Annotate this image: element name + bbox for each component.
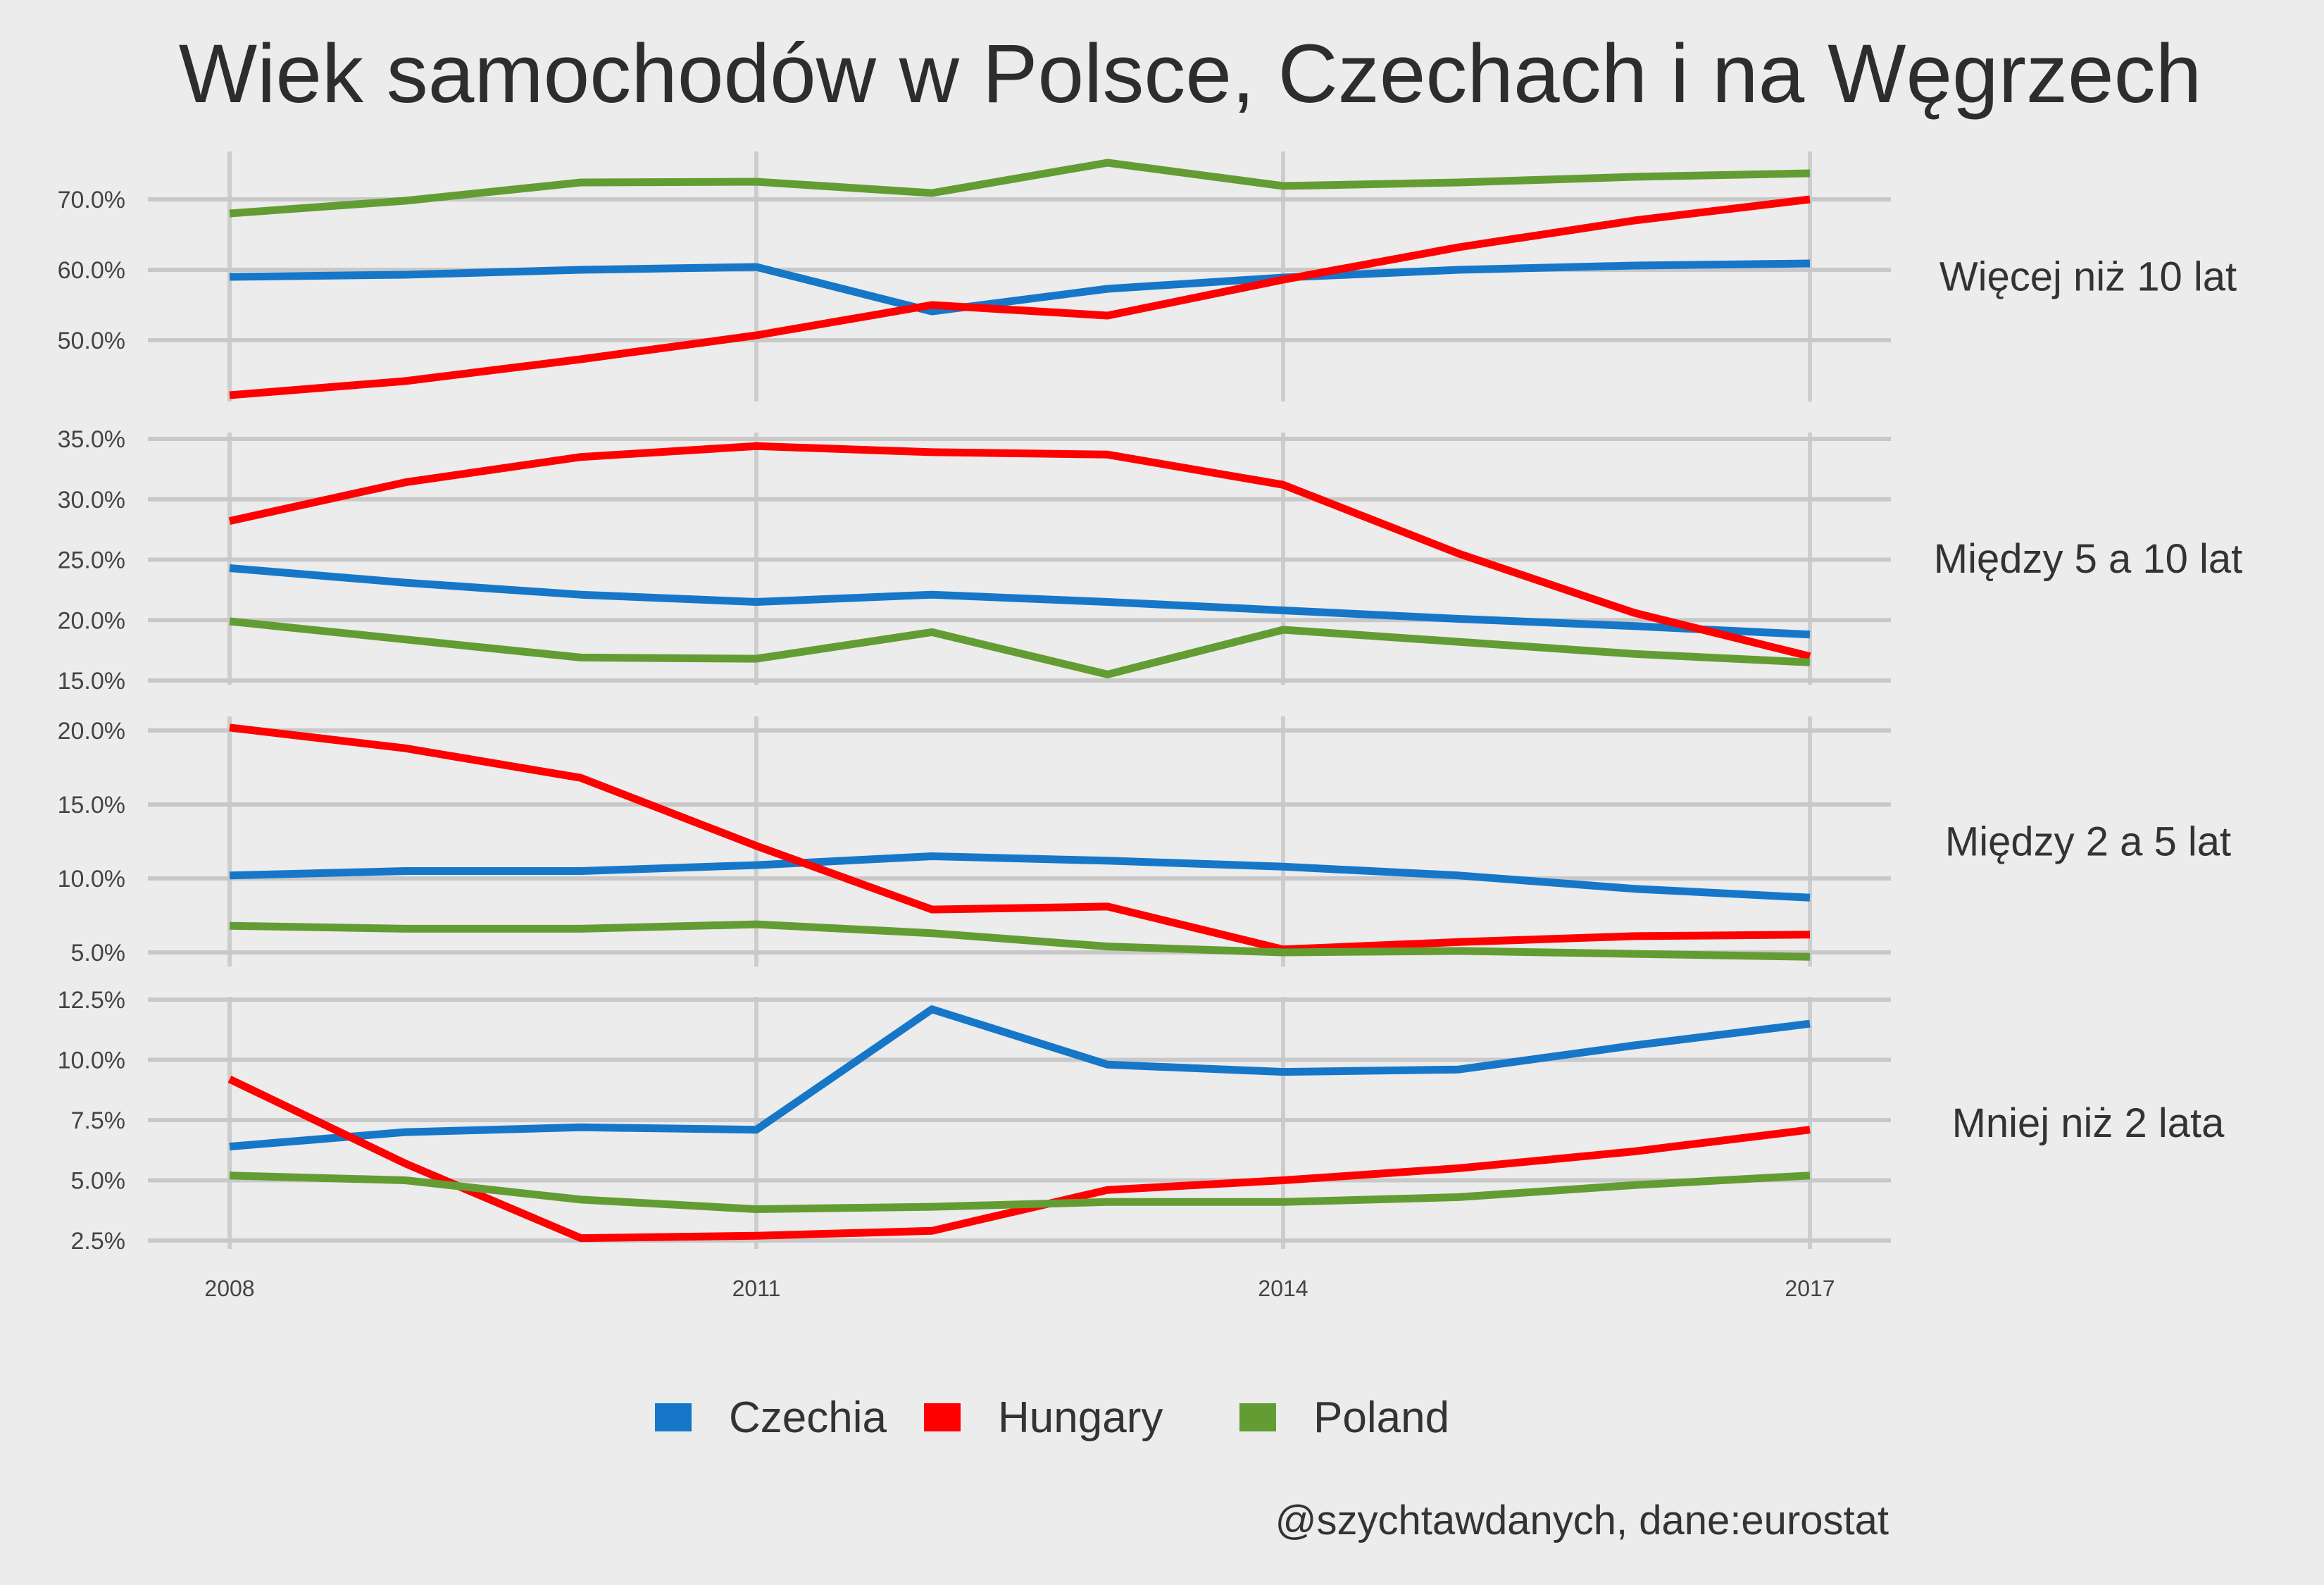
- series-line-czechia: [229, 852, 1811, 902]
- series-line-poland: [229, 1171, 1811, 1213]
- y-tick-label: 15.0%: [58, 668, 125, 695]
- y-tick-label: 15.0%: [58, 792, 125, 819]
- series-line-poland: [229, 617, 1811, 678]
- chart-title: Wiek samochodów w Polsce, Czechach i na …: [179, 27, 2202, 120]
- facet-label: Między 5 a 10 lat: [1934, 536, 2242, 582]
- legend-swatch-czechia: [655, 1403, 692, 1431]
- legend-label: Czechia: [729, 1393, 887, 1442]
- legend-swatch-hungary: [924, 1403, 961, 1431]
- legend-label: Hungary: [998, 1393, 1163, 1442]
- series-line-hungary: [229, 195, 1811, 399]
- series-line-hungary: [229, 723, 1811, 954]
- y-tick-label: 20.0%: [58, 718, 125, 745]
- series-line-hungary: [228, 442, 1811, 661]
- y-tick-label: 30.0%: [58, 487, 125, 514]
- x-tick-label: 2017: [1785, 1276, 1835, 1301]
- facet-panel: 15.0% 20.0% 25.0% 30.0% 35.0% Między 5 a 10 l…: [58, 426, 2243, 695]
- facet-label: Więcej niż 10 lat: [1939, 254, 2237, 300]
- legend: Czechia Hungary Poland: [655, 1393, 1449, 1442]
- series-line-czechia: [229, 259, 1811, 316]
- series-line-poland: [229, 920, 1811, 961]
- series-line-czechia: [229, 1005, 1811, 1151]
- facet-panel: 5.0% 10.0% 15.0% 20.0% Między 2 a 5 lat: [58, 716, 2231, 966]
- series-line-czechia: [229, 564, 1811, 639]
- series-line-hungary: [227, 1075, 1811, 1243]
- legend-label: Poland: [1313, 1393, 1449, 1442]
- y-tick-label: 35.0%: [58, 426, 125, 453]
- x-tick-label: 2011: [732, 1276, 781, 1301]
- series-line-poland: [229, 158, 1811, 218]
- y-tick-label: 10.0%: [58, 866, 125, 893]
- facet-label: Między 2 a 5 lat: [1945, 819, 2231, 865]
- caption: @szychtawdanych, dane:eurostat: [1275, 1498, 1889, 1543]
- y-tick-label: 60.0%: [58, 257, 125, 284]
- y-tick-label: 5.0%: [71, 1168, 126, 1195]
- y-tick-label: 2.5%: [71, 1228, 126, 1255]
- x-axis: 2008 2011 2014 2017: [204, 1276, 1835, 1301]
- y-tick-label: 20.0%: [58, 607, 125, 634]
- y-tick-label: 7.5%: [71, 1107, 126, 1134]
- x-tick-label: 2008: [204, 1276, 254, 1301]
- facet-panels: 50.0% 60.0% 70.0% Więcej niż 10 lat 15.0% 20.…: [58, 151, 2243, 1255]
- facet-panel: 2.5% 5.0% 7.5% 10.0% 12.5% Mniej niż 2 lata: [58, 987, 2225, 1255]
- facet-label: Mniej niż 2 lata: [1952, 1100, 2225, 1146]
- legend-swatch-poland: [1239, 1403, 1276, 1431]
- y-tick-label: 70.0%: [58, 187, 125, 213]
- y-tick-label: 12.5%: [58, 987, 125, 1014]
- y-tick-label: 5.0%: [71, 940, 126, 966]
- x-tick-label: 2014: [1258, 1276, 1308, 1301]
- y-tick-label: 10.0%: [58, 1048, 125, 1074]
- y-tick-label: 25.0%: [58, 547, 125, 574]
- y-tick-label: 50.0%: [58, 328, 125, 354]
- facet-panel: 50.0% 60.0% 70.0% Więcej niż 10 lat: [58, 151, 2237, 402]
